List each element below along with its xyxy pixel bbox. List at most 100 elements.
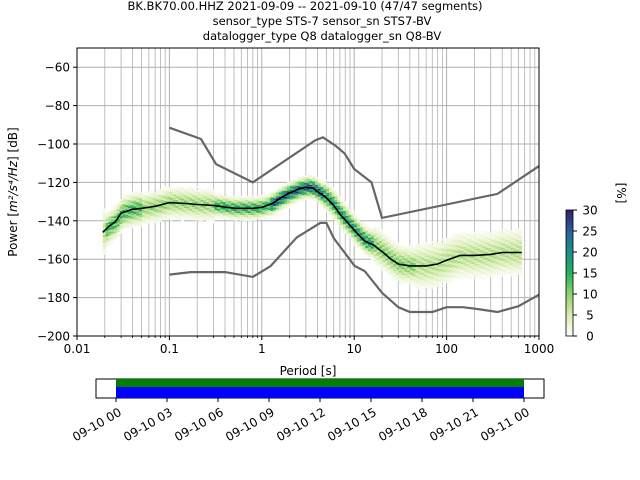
density-cell bbox=[370, 246, 374, 249]
density-cell bbox=[449, 256, 453, 259]
density-cell bbox=[449, 237, 453, 240]
density-cell bbox=[463, 233, 467, 236]
density-cell bbox=[301, 185, 305, 188]
density-cell bbox=[412, 278, 416, 281]
density-cell bbox=[518, 268, 523, 271]
density-cell bbox=[409, 263, 414, 265]
density-cell bbox=[261, 212, 266, 215]
density-cell bbox=[362, 224, 366, 227]
density-cell bbox=[516, 255, 520, 258]
density-cell bbox=[460, 246, 464, 249]
density-cell bbox=[485, 263, 489, 266]
density-cell bbox=[510, 253, 514, 256]
density-cell bbox=[463, 237, 467, 240]
density-cell bbox=[465, 235, 469, 238]
density-cell bbox=[365, 232, 369, 235]
density-cell bbox=[309, 179, 313, 181]
density-cell bbox=[443, 268, 447, 271]
density-cell bbox=[105, 228, 109, 231]
density-cell bbox=[404, 252, 408, 255]
density-cell bbox=[295, 185, 299, 188]
density-cell bbox=[460, 275, 464, 278]
density-cell bbox=[362, 237, 366, 240]
density-cell bbox=[281, 190, 285, 193]
density-cell bbox=[309, 196, 313, 199]
density-cell bbox=[264, 216, 268, 219]
density-cell bbox=[471, 260, 475, 263]
density-cell bbox=[463, 275, 467, 278]
density-cell bbox=[429, 262, 433, 265]
density-cell bbox=[384, 258, 388, 261]
density-cell bbox=[471, 277, 475, 280]
density-cell bbox=[133, 212, 137, 214]
density-cell bbox=[468, 265, 472, 268]
density-cell bbox=[164, 212, 168, 215]
density-cell bbox=[499, 250, 503, 252]
density-cell bbox=[303, 192, 307, 195]
density-cell bbox=[278, 200, 282, 202]
density-cell bbox=[468, 262, 472, 264]
density-cell bbox=[320, 192, 324, 195]
density-cell bbox=[429, 275, 433, 278]
density-cell bbox=[267, 202, 271, 205]
density-cell bbox=[482, 259, 486, 262]
density-cell bbox=[275, 211, 280, 214]
density-cell bbox=[122, 207, 126, 210]
density-cell bbox=[368, 230, 372, 232]
density-cell bbox=[362, 226, 366, 229]
density-cell bbox=[203, 205, 207, 208]
density-cell bbox=[510, 240, 514, 242]
density-cell bbox=[488, 274, 492, 277]
density-cell bbox=[384, 239, 388, 242]
density-cell bbox=[362, 230, 366, 233]
density-cell bbox=[141, 211, 145, 214]
density-cell bbox=[292, 192, 296, 195]
density-cell bbox=[482, 267, 486, 270]
density-cell bbox=[401, 257, 405, 260]
density-cell bbox=[396, 273, 400, 275]
density-cell bbox=[111, 206, 115, 209]
density-cell bbox=[426, 282, 430, 285]
density-cell bbox=[482, 269, 486, 272]
density-cell bbox=[155, 199, 159, 202]
density-cell bbox=[245, 213, 249, 216]
density-cell bbox=[382, 264, 386, 266]
density-cell bbox=[504, 261, 509, 264]
density-cell bbox=[192, 208, 196, 211]
density-cell bbox=[398, 270, 402, 273]
density-cell bbox=[468, 240, 472, 243]
density-cell bbox=[418, 263, 422, 265]
x-tick-label: 0.1 bbox=[160, 342, 179, 356]
density-cell bbox=[485, 251, 489, 254]
density-cell bbox=[153, 203, 157, 206]
density-cell bbox=[105, 213, 109, 216]
density-cell bbox=[485, 259, 489, 262]
density-cell bbox=[278, 203, 282, 206]
density-cell bbox=[359, 244, 363, 247]
density-cell bbox=[161, 201, 165, 204]
density-cell bbox=[169, 203, 173, 206]
density-cell bbox=[435, 282, 439, 285]
density-cell bbox=[178, 194, 182, 197]
density-cell bbox=[315, 184, 319, 187]
density-cell bbox=[284, 200, 288, 203]
density-cell bbox=[390, 273, 394, 276]
density-cell bbox=[379, 236, 383, 239]
density-cell bbox=[451, 261, 455, 264]
density-cell bbox=[192, 201, 196, 204]
density-cell bbox=[390, 246, 394, 249]
density-cell bbox=[376, 232, 380, 235]
density-cell bbox=[373, 227, 377, 229]
density-cell bbox=[356, 235, 361, 238]
density-cell bbox=[401, 278, 405, 281]
density-cell bbox=[153, 198, 157, 200]
density-cell bbox=[113, 216, 118, 218]
density-cell bbox=[507, 241, 511, 244]
density-cell bbox=[147, 214, 151, 217]
density-cell bbox=[217, 216, 221, 219]
density-cell bbox=[102, 237, 106, 240]
density-cell bbox=[513, 261, 517, 264]
density-cell bbox=[390, 263, 394, 266]
density-cell bbox=[443, 281, 447, 284]
density-cell bbox=[384, 264, 388, 267]
